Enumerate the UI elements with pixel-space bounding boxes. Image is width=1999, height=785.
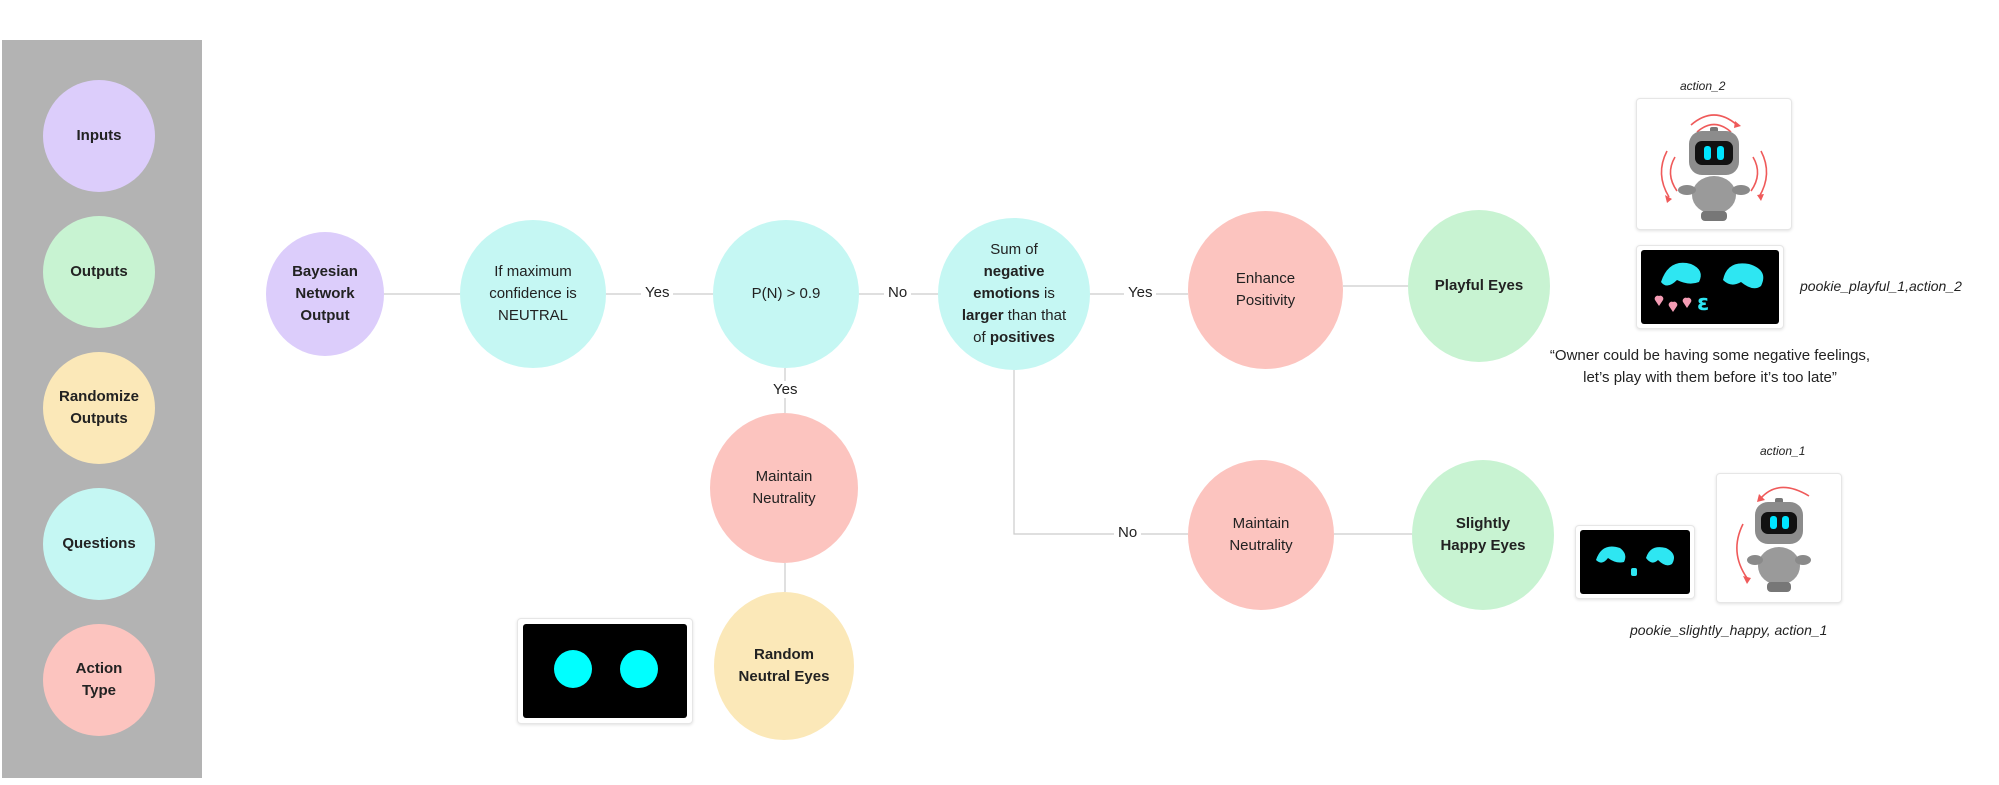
legend-randomize-label: Randomize Outputs xyxy=(59,388,140,427)
action-2-label: action_2 xyxy=(1680,79,1726,93)
slightly-happy-eyes-card xyxy=(1575,525,1695,599)
legend-action-type: Action Type xyxy=(43,624,155,736)
slightly-happy-eyes-screen xyxy=(1580,530,1690,594)
legend-action-type-label: Action Type xyxy=(75,660,123,699)
legend-randomize-outputs: Randomize Outputs xyxy=(43,352,155,464)
legend-questions: Questions xyxy=(43,488,155,600)
robot-playful-icon xyxy=(1660,114,1768,221)
robot-nod-icon xyxy=(1736,486,1811,592)
slightly-happy-eyes-icon xyxy=(1596,546,1674,576)
node-slightly-happy-eyes: Slightly Happy Eyes xyxy=(1412,460,1554,610)
edge-label-yes: Yes xyxy=(641,284,674,301)
node-enhance-positivity: Enhance Positivity xyxy=(1188,211,1343,369)
legend-inputs: Inputs xyxy=(43,80,155,192)
neutral-eyes-card xyxy=(517,618,693,724)
legend-inputs-label: Inputs xyxy=(76,127,122,144)
node-bayesian-network-output: Bayesian Network Output xyxy=(266,232,384,356)
node-sum-negative-emotions: Sum of negative emotions is larger than … xyxy=(938,218,1090,370)
node-maintain-neutrality-top: Maintain Neutrality xyxy=(710,413,858,563)
legend-questions-label: Questions xyxy=(62,535,136,552)
edge-label-yes: Yes xyxy=(1124,284,1157,301)
node-random-neutral-eyes: Random Neutral Eyes xyxy=(714,592,854,740)
node-pn-threshold: P(N) > 0.9 xyxy=(713,220,859,368)
slightly-happy-caption: pookie_slightly_happy, action_1 xyxy=(1630,622,1828,638)
playful-eyes-icon: ɛ xyxy=(1654,262,1764,316)
node-maintain-neutrality-bottom: Maintain Neutrality xyxy=(1188,460,1334,610)
round-eyes-icon xyxy=(554,650,658,688)
playful-caption: pookie_playful_1,action_2 xyxy=(1800,278,1962,294)
playful-eyes-card: ɛ xyxy=(1636,245,1784,329)
edge-label-no: No xyxy=(884,284,912,301)
robot-action-2-card xyxy=(1636,98,1792,230)
robot-action-1-card xyxy=(1716,473,1842,603)
node-max-confidence-neutral: If maximum confidence is NEUTRAL xyxy=(460,220,606,368)
neutral-eyes-screen xyxy=(523,624,687,718)
playful-quote: “Owner could be having some negative fee… xyxy=(1549,347,1871,386)
svg-text:ɛ: ɛ xyxy=(1697,291,1709,316)
playful-eyes-screen: ɛ xyxy=(1641,250,1779,324)
legend-outputs: Outputs xyxy=(43,216,155,328)
node-playful-eyes: Playful Eyes xyxy=(1408,210,1550,362)
edge-label-no: No xyxy=(1114,524,1142,541)
legend-outputs-label: Outputs xyxy=(70,263,128,280)
edge-label-yes: Yes xyxy=(769,381,802,398)
action-1-label: action_1 xyxy=(1760,444,1806,458)
